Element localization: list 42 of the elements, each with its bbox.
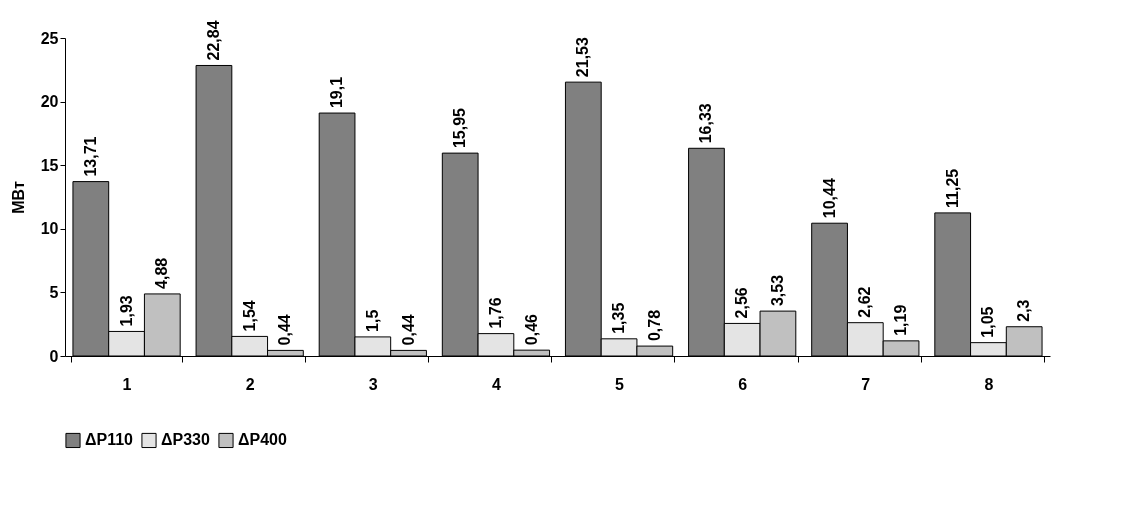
- data-label: 11,25: [943, 168, 961, 208]
- x-tick-label: 3: [368, 375, 378, 393]
- legend-label: ΔP400: [238, 431, 287, 449]
- data-label: 10,44: [820, 178, 838, 219]
- data-label: 0,44: [399, 314, 417, 346]
- x-tick-label: 6: [738, 375, 748, 393]
- y-tick-label: 20: [40, 93, 59, 111]
- x-tick-label: 1: [122, 375, 132, 393]
- y-tick-label: 25: [40, 29, 59, 47]
- data-label: 4,88: [153, 257, 171, 289]
- y-tick-label: 5: [49, 283, 59, 301]
- data-label: 2,56: [733, 287, 751, 319]
- data-label: 0,78: [645, 309, 663, 342]
- data-label: 3,53: [768, 274, 786, 307]
- y-axis-title: МВт: [9, 181, 27, 214]
- data-label: 1,05: [979, 306, 997, 338]
- data-label: 16,33: [697, 103, 715, 144]
- data-label: 15,95: [451, 107, 469, 149]
- data-label: 0,44: [276, 314, 294, 346]
- y-tick-label: 0: [49, 347, 59, 365]
- x-tick-label: 5: [615, 375, 625, 393]
- legend-label: ΔP110: [85, 431, 134, 449]
- data-label: 1,93: [117, 295, 135, 327]
- data-label: 2,3: [1015, 299, 1033, 322]
- data-label: 1,19: [892, 304, 910, 336]
- data-label: 1,35: [610, 302, 628, 334]
- x-tick-label: 4: [491, 375, 501, 393]
- data-label: 2,62: [856, 286, 874, 318]
- data-label: 1,5: [363, 309, 381, 332]
- y-tick-label: 10: [40, 220, 59, 238]
- y-tick-label: 15: [40, 156, 59, 174]
- data-label: 1,76: [486, 297, 504, 329]
- legend-label: ΔP330: [161, 431, 210, 449]
- data-label: 19,1: [328, 76, 346, 109]
- data-label: 0,46: [522, 313, 540, 346]
- x-tick-label: 7: [861, 375, 871, 393]
- data-label: 22,84: [204, 20, 222, 61]
- data-label: 13,71: [81, 136, 99, 177]
- x-tick-label: 8: [984, 375, 994, 393]
- data-label: 21,53: [574, 37, 592, 78]
- x-tick-label: 2: [245, 375, 255, 393]
- data-label: 1,54: [240, 300, 258, 332]
